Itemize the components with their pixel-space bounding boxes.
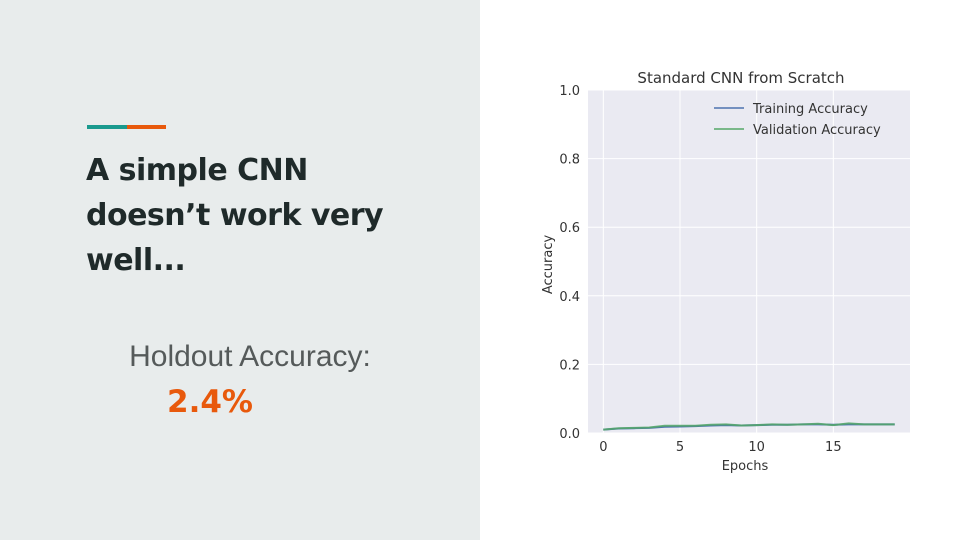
chart-svg: 0.0 0.2 0.4 0.6 0.8 1.0 0 5 10 15 Epochs Accuracy St…: [541, 69, 910, 474]
legend-label: Training Accuracy: [752, 102, 868, 117]
y-tick-label: 0.2: [559, 358, 580, 373]
holdout-accuracy-value: 2.4%: [167, 384, 253, 420]
x-axis-label: Epochs: [722, 459, 769, 474]
y-tick-label: 1.0: [559, 84, 580, 99]
y-tick-label: 0.6: [559, 221, 580, 236]
y-axis-label: Accuracy: [541, 235, 556, 295]
legend-label: Validation Accuracy: [753, 123, 881, 138]
accent-bar-teal: [87, 125, 127, 129]
left-panel: A simple CNN doesn’t work very well... H…: [0, 0, 480, 540]
holdout-accuracy-label: Holdout Accuracy:: [129, 340, 371, 373]
x-tick-label: 15: [825, 440, 842, 455]
accent-bar-orange: [127, 125, 166, 129]
plot-area: [588, 90, 910, 433]
accuracy-chart: 0.0 0.2 0.4 0.6 0.8 1.0 0 5 10 15 Epochs Accuracy St…: [530, 60, 930, 480]
x-tick-label: 5: [676, 440, 684, 455]
y-tick-label: 0.4: [559, 290, 580, 305]
x-tick-label: 10: [748, 440, 765, 455]
slide-title: A simple CNN doesn’t work very well...: [86, 153, 384, 278]
series-line-validation-accuracy: [603, 422, 895, 431]
x-tick-label: 0: [599, 440, 607, 455]
y-tick-label: 0.8: [559, 153, 580, 168]
y-tick-label: 0.0: [559, 427, 580, 442]
chart-title: Standard CNN from Scratch: [637, 69, 844, 87]
